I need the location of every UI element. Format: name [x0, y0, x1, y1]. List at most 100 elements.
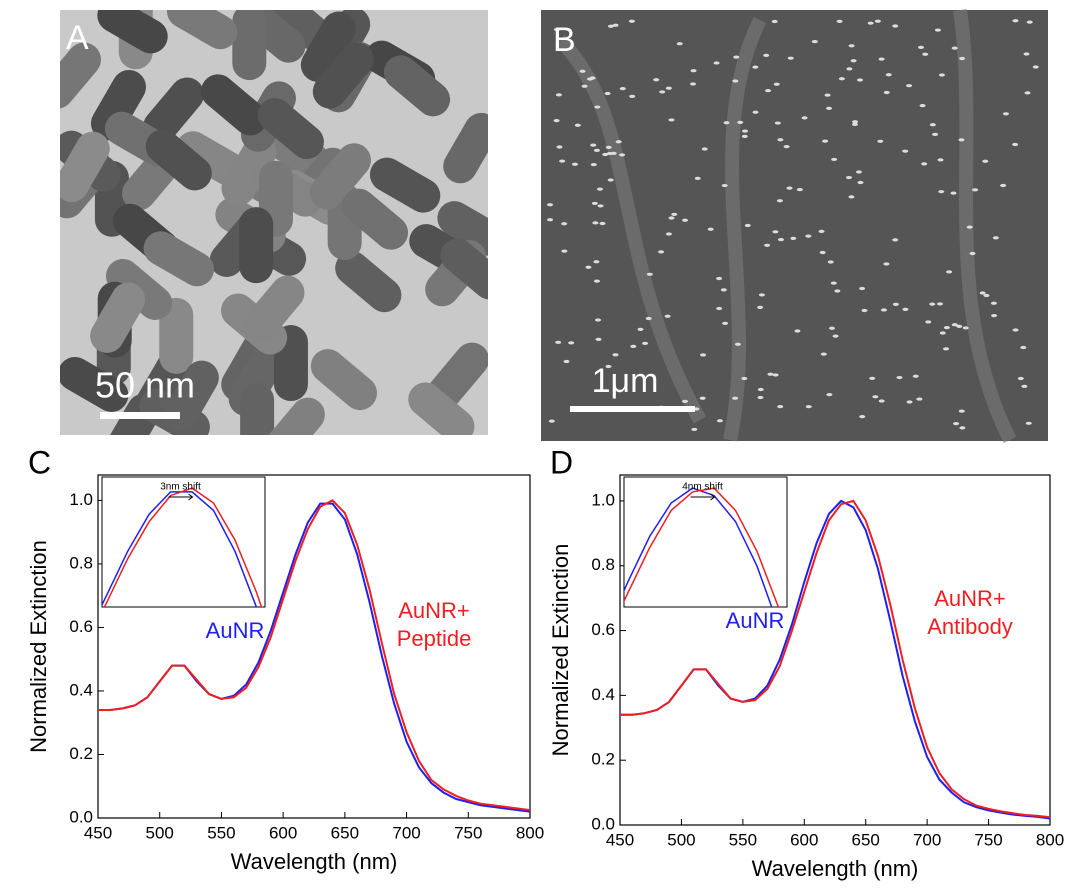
- inset-line: [624, 487, 773, 607]
- particle: [691, 427, 698, 432]
- y-tick-label: 0.0: [69, 807, 93, 826]
- particle: [777, 138, 784, 142]
- y-axis-label: Normalized Extinction: [548, 544, 573, 757]
- particle: [826, 392, 833, 397]
- nanorod: [97, 10, 168, 54]
- x-tick-label: 600: [790, 830, 818, 849]
- nanorod: [60, 42, 101, 109]
- y-tick-label: 0.6: [591, 620, 615, 639]
- particle: [772, 230, 779, 234]
- particle: [951, 46, 958, 50]
- particle: [786, 186, 793, 190]
- nanorod: [437, 201, 488, 257]
- particle: [773, 82, 780, 86]
- nanorod: [60, 356, 129, 412]
- particle: [547, 218, 554, 222]
- nanorod: [159, 297, 194, 374]
- particle: [805, 405, 812, 409]
- particle: [790, 236, 797, 240]
- particle: [713, 61, 720, 65]
- particle: [872, 395, 879, 399]
- particle: [690, 82, 697, 86]
- particle: [951, 323, 958, 327]
- particle: [568, 341, 575, 345]
- particle: [707, 227, 714, 231]
- particle: [1032, 65, 1039, 69]
- particle: [838, 77, 845, 81]
- particle: [757, 387, 764, 392]
- particle: [982, 159, 989, 163]
- particle: [592, 221, 599, 225]
- particle: [585, 265, 592, 269]
- particle: [671, 212, 678, 216]
- particle: [701, 147, 708, 151]
- particle: [628, 19, 635, 23]
- particle: [593, 148, 600, 152]
- particle: [742, 129, 749, 133]
- particle: [892, 24, 899, 28]
- particle: [856, 78, 863, 82]
- y-tick-label: 0.4: [591, 685, 615, 704]
- particle: [943, 347, 950, 351]
- x-tick-label: 800: [1036, 830, 1064, 849]
- nanorod: [143, 231, 215, 287]
- y-tick-label: 0.2: [591, 750, 615, 769]
- particle: [848, 44, 855, 48]
- particle: [943, 325, 950, 330]
- particle: [805, 234, 812, 238]
- panel-label: B: [553, 21, 576, 59]
- particle: [1023, 52, 1030, 56]
- x-tick-label: 650: [852, 830, 880, 849]
- scale-bar: [100, 412, 180, 419]
- nanorod: [221, 135, 277, 206]
- particle: [958, 409, 965, 413]
- particle: [676, 42, 683, 46]
- particle: [665, 232, 672, 236]
- particle: [822, 139, 829, 143]
- particle: [764, 243, 771, 247]
- particle: [851, 122, 858, 126]
- particle: [972, 188, 979, 192]
- particle: [1012, 142, 1019, 147]
- nanorod: [310, 349, 378, 411]
- particle: [555, 340, 562, 344]
- particle: [883, 90, 890, 95]
- particle: [547, 203, 554, 207]
- series-label: AuNR: [726, 608, 785, 633]
- particle: [734, 342, 741, 346]
- y-axis-label: Normalized Extinction: [26, 540, 51, 753]
- particle: [619, 153, 626, 157]
- particle: [992, 236, 999, 240]
- series-label: AuNR+ Antibody: [927, 586, 1013, 639]
- x-tick-label: 450: [84, 823, 112, 842]
- particle: [752, 110, 759, 114]
- particle: [716, 419, 723, 423]
- particle: [794, 329, 801, 333]
- nanorod: [428, 342, 488, 409]
- inset-annotation: 3nm shift: [160, 482, 201, 493]
- particle: [956, 324, 963, 328]
- particle: [1020, 345, 1027, 350]
- nanorod: [243, 275, 305, 342]
- particle: [979, 291, 986, 295]
- particle: [959, 426, 966, 430]
- particle: [824, 93, 831, 97]
- particle: [1025, 421, 1032, 425]
- particle: [615, 140, 622, 144]
- particle: [744, 223, 751, 228]
- particle: [555, 93, 562, 97]
- particle: [859, 415, 866, 419]
- nanorod: [300, 11, 356, 82]
- nanorod: [60, 131, 110, 203]
- particle: [591, 201, 598, 206]
- series-label: AuNR+ Peptide: [397, 598, 472, 651]
- series-label: AuNR: [206, 618, 265, 643]
- y-tick-label: 0.2: [69, 744, 93, 763]
- x-tick-label: 750: [974, 830, 1002, 849]
- panel-label: A: [66, 19, 89, 57]
- particle: [929, 123, 936, 127]
- particle: [752, 65, 759, 69]
- particle: [737, 120, 744, 124]
- particle: [556, 145, 563, 149]
- particle: [563, 359, 570, 364]
